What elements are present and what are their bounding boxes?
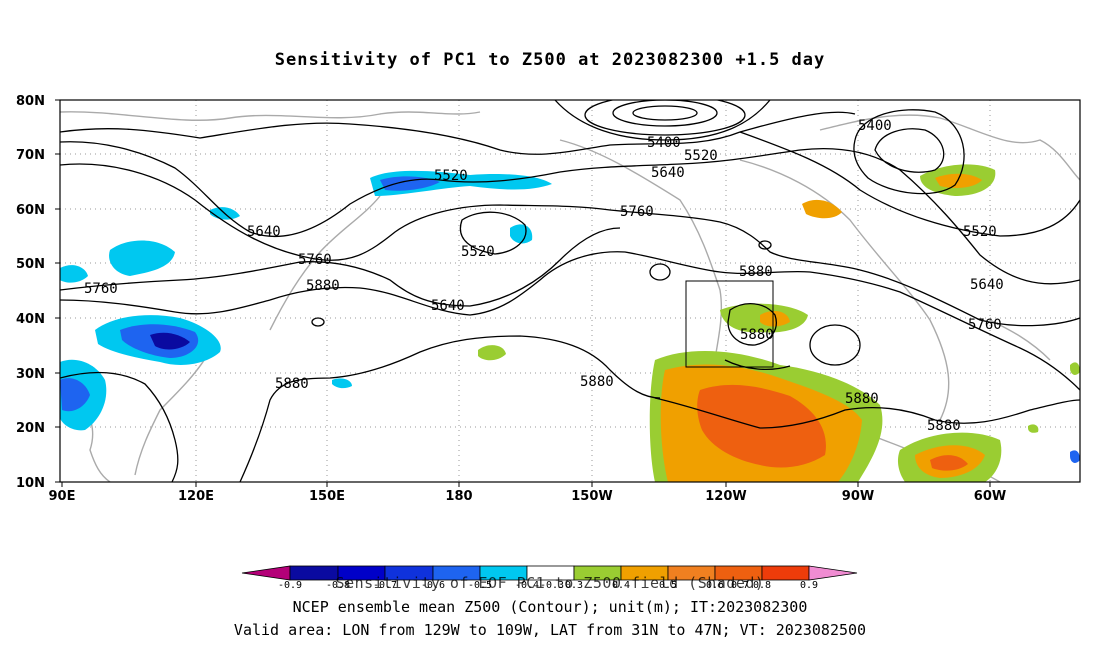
colorbar-tick: 0.4 (612, 580, 630, 591)
axis-ticks (55, 99, 991, 487)
shade-negative-region (60, 378, 90, 412)
caption-shaded: Sensitivity of EOF PC1 to Z500 field (Sh… (335, 574, 765, 592)
lat-label: 50N (16, 257, 45, 272)
colorbar-tick: -0.9 (278, 580, 302, 591)
colorbar-ticks: -0.9 -0.8 -0.7 -0.6 -0.5 -0.4 -0.3 0.3 0… (278, 580, 818, 591)
shade-negative-region (380, 176, 440, 191)
colorbar (241, 565, 858, 581)
contour-label: 5880 (739, 264, 773, 280)
lon-label: 90E (49, 489, 76, 504)
contour-label: 5520 (684, 148, 718, 164)
shade-negative-region (150, 332, 190, 350)
shade-positive-region (478, 345, 506, 361)
contour-label: 5760 (620, 204, 654, 220)
shade-negative-region (1070, 450, 1080, 463)
lat-label: 70N (16, 148, 45, 163)
contour-label: 5880 (740, 327, 774, 343)
colorbar-tick: -0.5 (468, 580, 492, 591)
contour-label: 5880 (580, 374, 614, 390)
colorbar-tick: 0.9 (800, 580, 818, 591)
shade-negative-region (510, 224, 533, 244)
shade-positive-region (935, 173, 982, 188)
colorbar-tick: 0.7 (731, 580, 749, 591)
lat-label: 40N (16, 312, 45, 327)
contour-label: 5640 (970, 277, 1004, 293)
contour-label: 5400 (647, 135, 681, 151)
contour-label: 5760 (298, 252, 332, 268)
map-frame (59, 99, 1081, 483)
shade-negative-region (109, 240, 175, 276)
colorbar-tick: 0.5 (659, 580, 677, 591)
lat-labels: 80N 70N 60N 50N 40N 30N 20N 10N (16, 94, 45, 491)
lat-label: 20N (16, 421, 45, 436)
grid-lines (60, 100, 1080, 482)
lon-label: 120W (705, 489, 746, 504)
contour-label: 5760 (84, 281, 118, 297)
lon-label: 120E (178, 489, 214, 504)
contour-label: 5520 (434, 168, 468, 184)
lat-label: 30N (16, 367, 45, 382)
contour-label: 5400 (858, 118, 892, 134)
contour-label: 5880 (845, 391, 879, 407)
shade-positive-region (697, 384, 826, 468)
contour-labels: 5400 5520 5640 5760 5880 5400 5520 5640 … (84, 118, 1004, 434)
shade-negative-region (332, 378, 352, 389)
lon-label: 150W (571, 489, 612, 504)
shaded-sensitivity (60, 164, 1080, 482)
contour-label: 5640 (247, 224, 281, 240)
lon-label: 90W (842, 489, 874, 504)
contour-label: 5760 (968, 317, 1002, 333)
map-plot-area (60, 100, 1080, 482)
contour-label: 5520 (461, 244, 495, 260)
colorbar-arrow-right (808, 565, 858, 581)
contour-label: 5640 (651, 165, 685, 181)
colorbar-tick: 0.6 (706, 580, 724, 591)
lon-labels: 90E 120E 150E 180 150W 120W 90W 60W (49, 489, 1007, 504)
caption-contour: NCEP ensemble mean Z500 (Contour); unit(… (292, 598, 808, 616)
contour-label: 5880 (306, 278, 340, 294)
lat-label: 10N (16, 476, 45, 491)
shade-positive-region (802, 199, 842, 219)
lat-label: 60N (16, 203, 45, 218)
colorbar-tick: 0.8 (753, 580, 771, 591)
contour-label: 5880 (927, 418, 961, 434)
colorbar-tick: -0.3 (540, 580, 564, 591)
shade-negative-region (60, 265, 88, 283)
colorbar-tick: -0.6 (421, 580, 445, 591)
contour-label: 5880 (275, 376, 309, 392)
shade-positive-region (1028, 424, 1039, 433)
colorbar-tick: -0.8 (326, 580, 350, 591)
valid-area-box (685, 280, 774, 368)
shade-positive-region (1070, 362, 1080, 375)
caption-valid-area: Valid area: LON from 129W to 109W, LAT f… (233, 621, 867, 639)
contour-label: 5520 (963, 224, 997, 240)
lon-label: 180 (445, 489, 472, 504)
shade-positive-region (760, 310, 790, 327)
lon-label: 150E (309, 489, 345, 504)
lat-label: 80N (16, 94, 45, 109)
colorbar-tick: -0.4 (515, 580, 539, 591)
z500-contours (60, 100, 1080, 482)
colorbar-tick: 0.3 (565, 580, 583, 591)
lon-label: 60W (974, 489, 1006, 504)
colorbar-tick: -0.7 (373, 580, 397, 591)
chart-title: Sensitivity of PC1 to Z500 at 2023082300… (274, 50, 826, 70)
contour-label: 5640 (431, 298, 465, 314)
shade-positive-region (930, 455, 968, 471)
